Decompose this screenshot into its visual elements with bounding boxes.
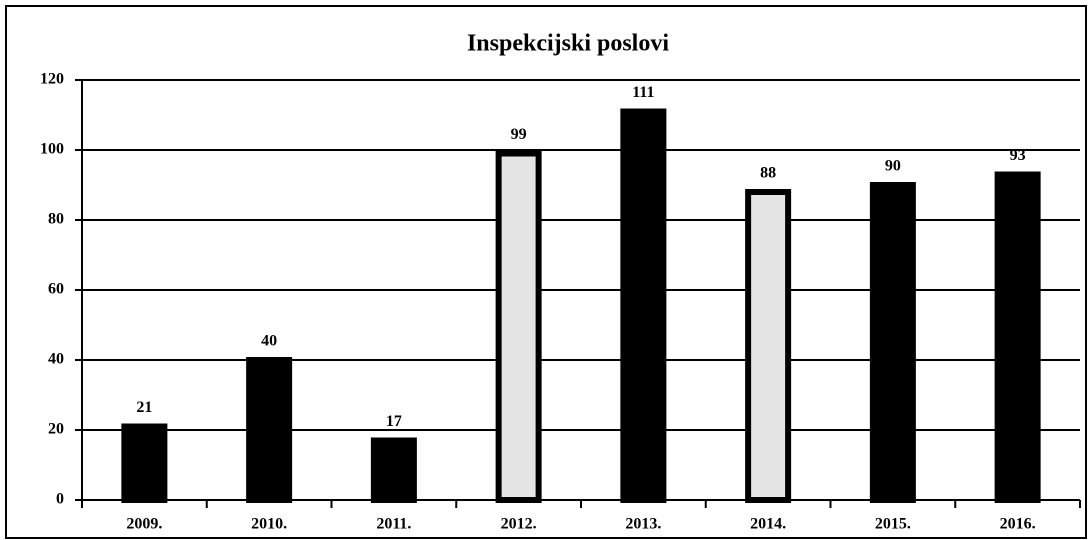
chart-title: Inspekcijski poslovi — [467, 31, 669, 57]
y-tick-label: 60 — [48, 281, 64, 298]
x-tick-label: 2016. — [1000, 516, 1036, 533]
y-tick-label: 20 — [48, 421, 64, 438]
value-label: 99 — [511, 126, 527, 143]
value-label: 21 — [136, 399, 152, 416]
bar — [495, 150, 542, 503]
x-tick-label: 2012. — [501, 516, 537, 533]
bar — [869, 182, 916, 503]
value-label: 88 — [760, 165, 776, 182]
x-tick-label: 2011. — [376, 516, 411, 533]
y-tick-label: 0 — [56, 491, 64, 508]
bar — [370, 437, 417, 503]
bar — [246, 357, 293, 503]
y-tick-label: 80 — [48, 211, 64, 228]
x-tick-label: 2014. — [750, 516, 786, 533]
bar — [745, 189, 792, 503]
chart-frame — [5, 5, 1087, 539]
y-tick-label: 120 — [40, 71, 64, 88]
value-label: 90 — [885, 158, 901, 175]
x-tick-label: 2013. — [625, 516, 661, 533]
bar — [121, 423, 168, 503]
y-tick-label: 40 — [48, 351, 64, 368]
value-label: 17 — [386, 413, 402, 430]
x-tick-label: 2009. — [126, 516, 162, 533]
x-tick-label: 2010. — [251, 516, 287, 533]
value-label: 111 — [632, 84, 654, 101]
value-label: 40 — [261, 333, 277, 350]
y-tick-label: 100 — [40, 141, 64, 158]
bar — [994, 171, 1041, 503]
bar — [620, 108, 667, 503]
value-label: 93 — [1010, 147, 1026, 164]
x-tick-label: 2015. — [875, 516, 911, 533]
